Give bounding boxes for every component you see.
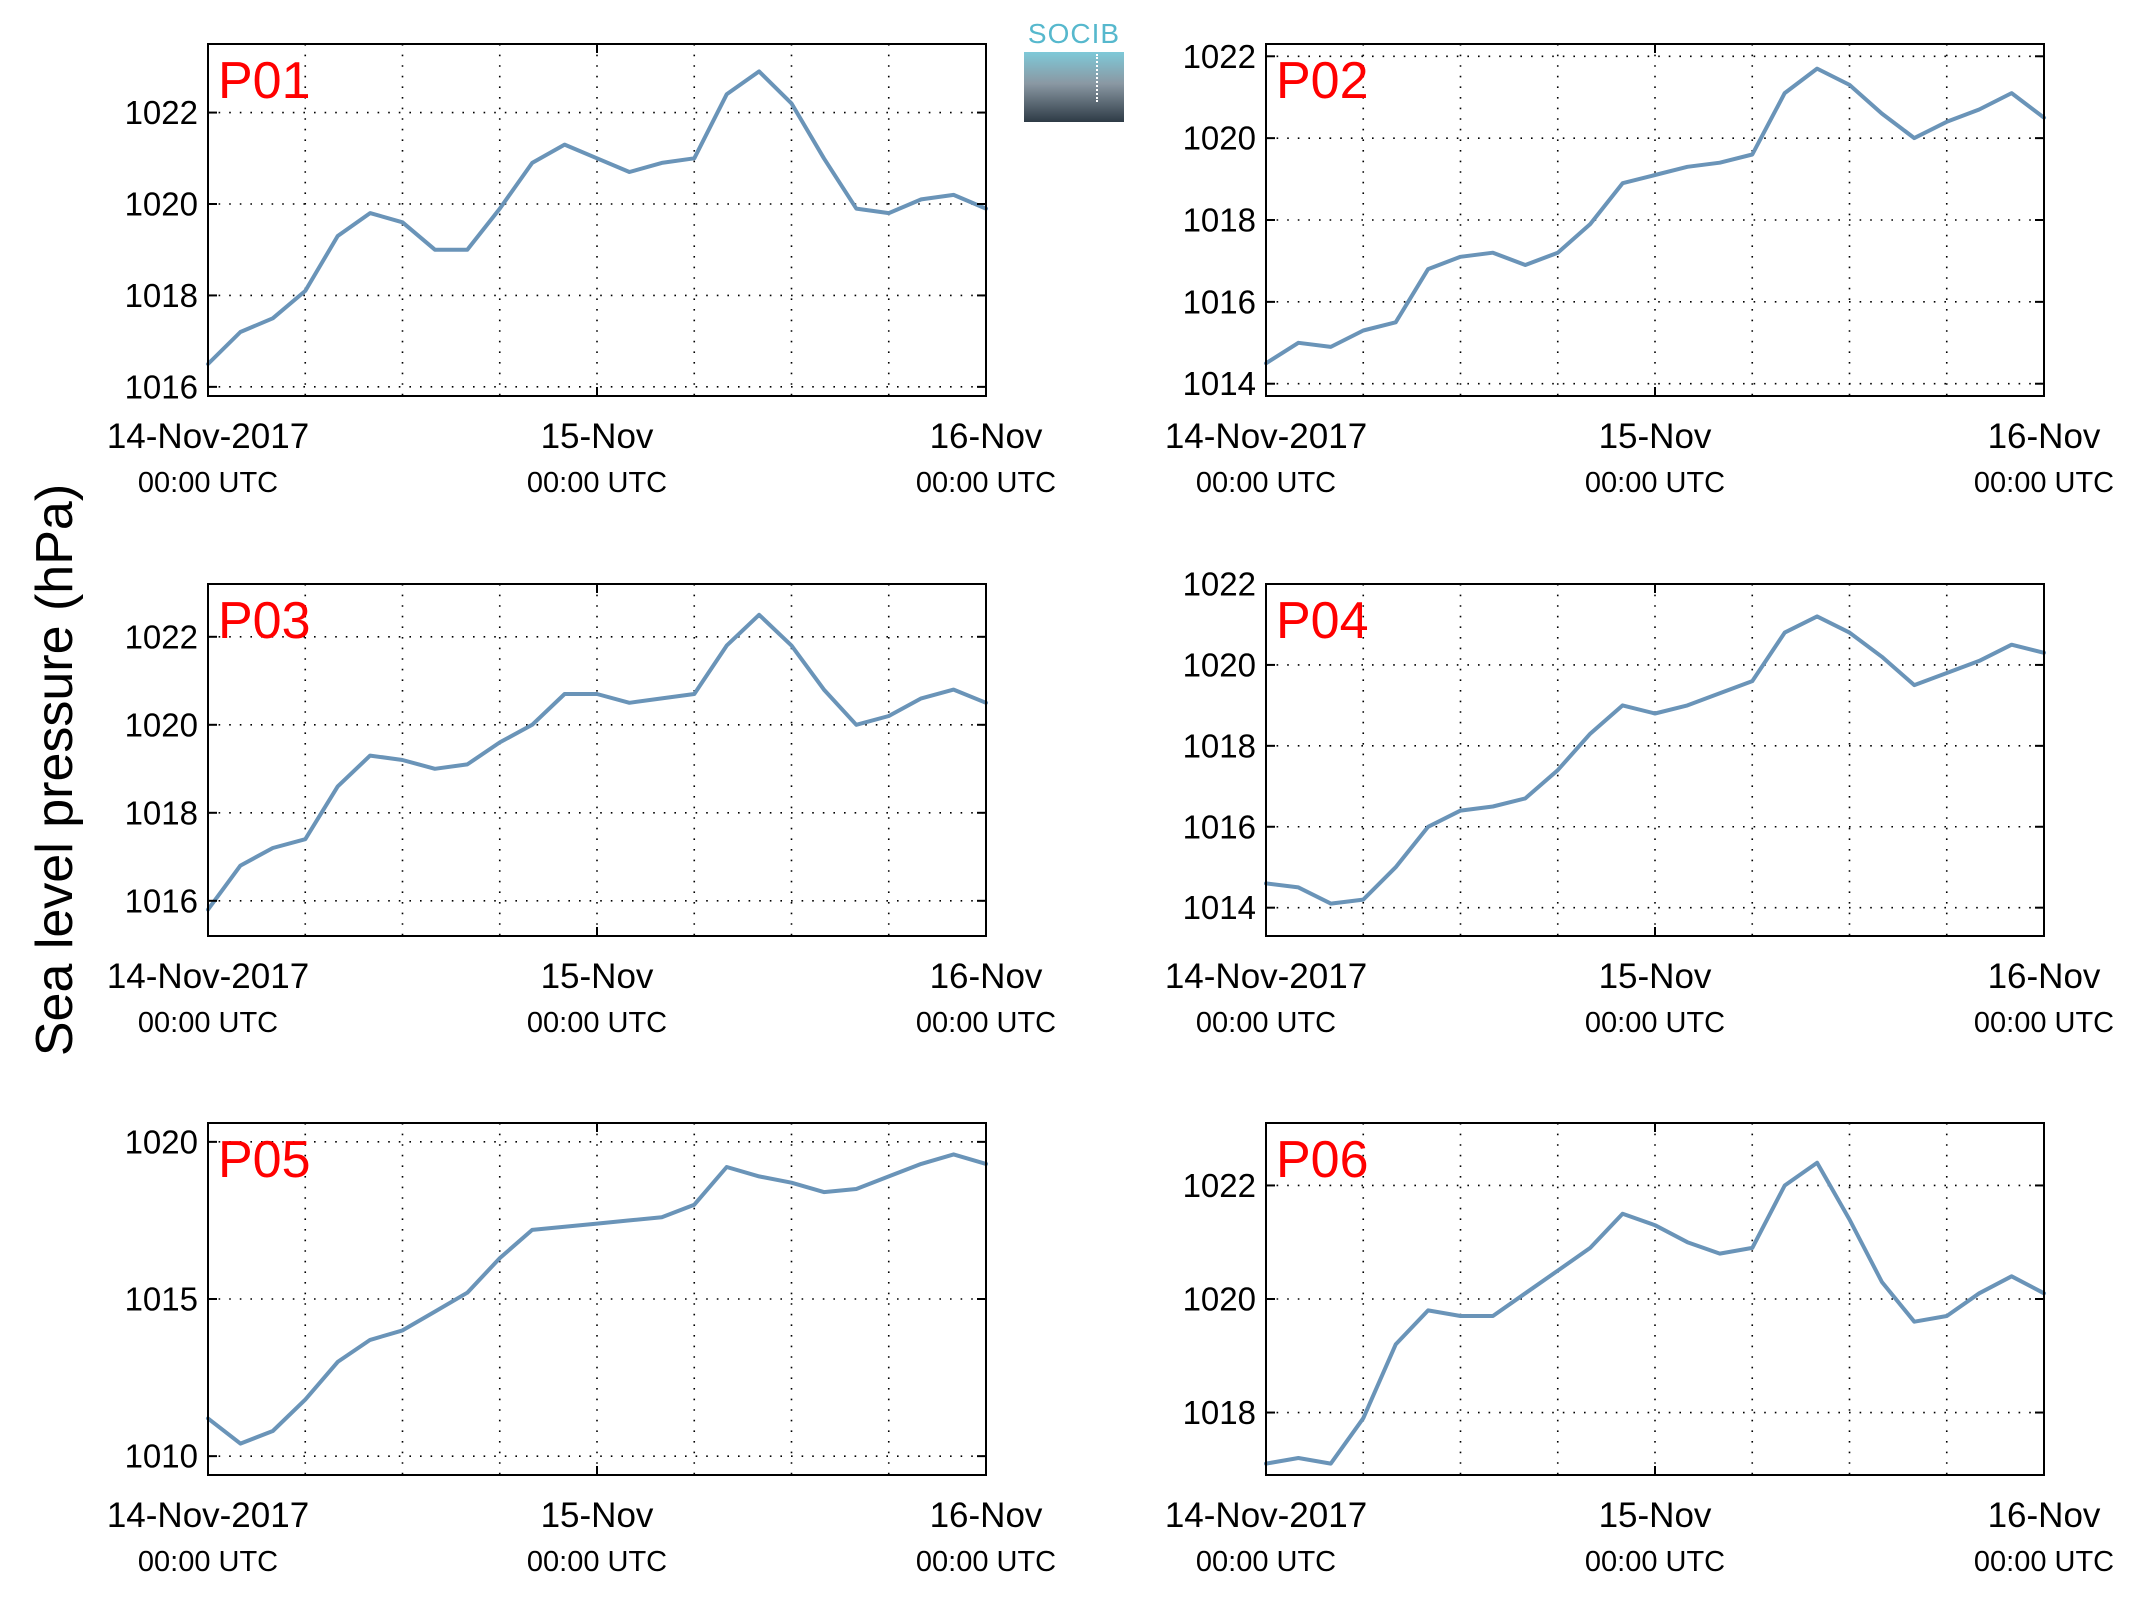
panel-p06: 1018 1020 1022 14-Nov-2017 00:00 UTC 15-Nov 00… [1165, 1122, 2114, 1578]
x-tick-label-time: 00:00 UTC [1585, 467, 1725, 499]
logo-mark [1024, 52, 1124, 122]
logo-text: SOCIB [1027, 18, 1121, 49]
x-tick-label-time: 00:00 UTC [1974, 1546, 2114, 1578]
panel-p01: 1016 1018 1020 1022 14-Nov-2017 00:00 UTC 15-N… [107, 43, 1056, 499]
panel-p05: 1010 1015 1020 14-Nov-2017 00:00 UTC 15-Nov 00… [107, 1122, 1056, 1578]
x-tick-label-date: 15-Nov [1599, 1496, 1712, 1535]
y-tick-label: 1014 [1183, 365, 1256, 402]
x-tick-label-date: 14-Nov-2017 [107, 1496, 309, 1535]
x-tick-label-time: 00:00 UTC [916, 1546, 1056, 1578]
x-tick-label-time: 00:00 UTC [527, 1546, 667, 1578]
panel-label-p04: P04 [1276, 592, 1369, 650]
x-tick-label-date: 16-Nov [1988, 417, 2101, 456]
x-tick-label-date: 15-Nov [1599, 957, 1712, 996]
x-tick-label-date: 15-Nov [541, 1496, 654, 1535]
x-tick-label-time: 00:00 UTC [527, 467, 667, 499]
x-tick-label-time: 00:00 UTC [527, 1007, 667, 1039]
y-tick-label: 1020 [1183, 1281, 1256, 1318]
series-line [206, 69, 988, 366]
y-tick-label: 1022 [1183, 38, 1256, 75]
panel-label-p01: P01 [218, 52, 311, 110]
panel-label-p06: P06 [1276, 1131, 1369, 1189]
x-tick-label-date: 16-Nov [930, 1496, 1043, 1535]
y-tick-label: 1016 [125, 368, 198, 405]
y-tick-label: 1014 [1183, 889, 1256, 926]
y-tick-label: 1015 [125, 1281, 198, 1318]
x-tick-label-time: 00:00 UTC [916, 467, 1056, 499]
x-tick-label-time: 00:00 UTC [1196, 1007, 1336, 1039]
y-tick-label: 1018 [1183, 727, 1256, 764]
x-tick-label-date: 14-Nov-2017 [1165, 417, 1367, 456]
axes-frame [207, 43, 987, 397]
x-tick-label-time: 00:00 UTC [138, 1546, 278, 1578]
panel-p02: 1014 1016 1018 1020 1022 14-Nov-2017 00:00 UTC… [1165, 38, 2114, 499]
panel-p03: 1016 1018 1020 1022 14-Nov-2017 00:00 UTC 15-N… [107, 583, 1056, 1039]
x-tick-label-time: 00:00 UTC [1974, 1007, 2114, 1039]
x-tick-label-date: 16-Nov [930, 417, 1043, 456]
y-tick-label: 1018 [125, 794, 198, 831]
y-tick-label: 1016 [125, 882, 198, 919]
x-tick-label-date: 16-Nov [1988, 957, 2101, 996]
x-tick-label-time: 00:00 UTC [916, 1007, 1056, 1039]
y-tick-label: 1016 [1183, 808, 1256, 845]
y-tick-label: 1020 [1183, 646, 1256, 683]
logo-dotted-line [1096, 54, 1098, 102]
x-tick-label-date: 15-Nov [1599, 417, 1712, 456]
x-tick-label-time: 00:00 UTC [138, 467, 278, 499]
x-tick-label-time: 00:00 UTC [138, 1007, 278, 1039]
panel-p04: 1014 1016 1018 1020 1022 14-Nov-2017 00:00 UTC… [1165, 566, 2114, 1040]
x-tick-label-date: 14-Nov-2017 [107, 417, 309, 456]
x-tick-label-date: 15-Nov [541, 417, 654, 456]
series-line [1264, 1160, 2046, 1466]
panel-label-p02: P02 [1276, 52, 1369, 110]
x-tick-label-date: 16-Nov [930, 957, 1043, 996]
x-tick-label-date: 14-Nov-2017 [1165, 957, 1367, 996]
y-tick-label: 1022 [125, 94, 198, 131]
y-tick-label: 1018 [1183, 1394, 1256, 1431]
panel-label-p03: P03 [218, 592, 311, 650]
y-tick-label: 1016 [1183, 283, 1256, 320]
y-tick-label: 1018 [1183, 202, 1256, 239]
x-tick-label-time: 00:00 UTC [1974, 467, 2114, 499]
x-tick-label-date: 16-Nov [1988, 1496, 2101, 1535]
y-tick-label: 1018 [125, 277, 198, 314]
series-line [206, 1152, 988, 1446]
y-tick-label: 1010 [125, 1438, 198, 1475]
x-tick-label-time: 00:00 UTC [1585, 1007, 1725, 1039]
axes-frame [1265, 583, 2045, 937]
x-tick-label-date: 14-Nov-2017 [107, 957, 309, 996]
y-tick-label: 1020 [125, 186, 198, 223]
x-tick-label-time: 00:00 UTC [1196, 467, 1336, 499]
y-tick-label: 1022 [1183, 1167, 1256, 1204]
panel-label-p05: P05 [218, 1131, 311, 1189]
x-tick-label-date: 15-Nov [541, 957, 654, 996]
series-line [1264, 614, 2046, 906]
y-tick-label: 1022 [1183, 566, 1256, 603]
y-tick-label: 1020 [125, 706, 198, 743]
x-tick-label-date: 14-Nov-2017 [1165, 1496, 1367, 1535]
x-tick-label-time: 00:00 UTC [1585, 1546, 1725, 1578]
y-tick-label: 1022 [125, 618, 198, 655]
series-line [1264, 66, 2046, 366]
y-tick-label: 1020 [125, 1123, 198, 1160]
series-line [206, 612, 988, 912]
y-tick-label: 1020 [1183, 120, 1256, 157]
x-tick-label-time: 00:00 UTC [1196, 1546, 1336, 1578]
socib-logo: SOCIB [1024, 18, 1124, 122]
y-axis-label: Sea level pressure (hPa) [26, 483, 84, 1057]
